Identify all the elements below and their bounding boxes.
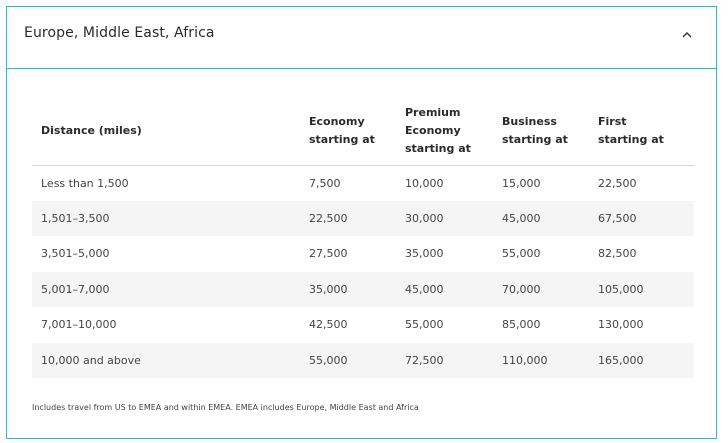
cell-economy: 22,500 <box>309 200 405 236</box>
cell-business: 70,000 <box>502 271 598 307</box>
award-chart-table: Distance (miles) Economy starting at Pre… <box>32 97 694 378</box>
cell-economy: 55,000 <box>309 342 405 378</box>
cell-business: 55,000 <box>502 247 541 261</box>
table-row: 1,501–3,500 22,500 30,000 45,000 67,500 <box>32 200 694 236</box>
header-line: Business <box>502 114 557 128</box>
cell-distance: 7,001–10,000 <box>41 318 117 332</box>
cell-first: 22,500 <box>598 176 637 190</box>
footnote: Includes travel from US to EMEA and with… <box>32 403 419 412</box>
chevron-up-icon[interactable] <box>682 29 692 39</box>
header-distance: Distance (miles) <box>32 97 309 166</box>
header-line: Distance (miles) <box>41 123 142 137</box>
region-accordion: Europe, Middle East, Africa Distance (mi… <box>6 6 717 439</box>
table-row: 10,000 and above 55,000 72,500 110,000 1… <box>32 342 694 378</box>
cell-business: 85,000 <box>502 318 541 332</box>
cell-distance: 10,000 and above <box>32 342 309 378</box>
table-header-row: Distance (miles) Economy starting at Pre… <box>32 97 694 166</box>
cell-premium-economy: 30,000 <box>405 200 502 236</box>
cell-economy: 42,500 <box>309 318 348 332</box>
cell-first: 67,500 <box>598 200 694 236</box>
cell-premium-economy: 10,000 <box>405 176 444 190</box>
header-line: Economy <box>405 123 461 137</box>
cell-first: 130,000 <box>598 318 644 332</box>
table-row: 5,001–7,000 35,000 45,000 70,000 105,000 <box>32 271 694 307</box>
cell-distance: Less than 1,500 <box>41 176 129 190</box>
accordion-title: Europe, Middle East, Africa <box>24 25 215 41</box>
header-line: Economy <box>309 114 365 128</box>
table-row: 3,501–5,000 27,500 35,000 55,000 82,500 <box>32 236 694 272</box>
cell-first: 165,000 <box>598 342 694 378</box>
cell-business: 15,000 <box>502 176 541 190</box>
cell-economy: 35,000 <box>309 271 405 307</box>
header-business: Business starting at <box>502 97 598 166</box>
header-line: starting at <box>405 141 471 155</box>
cell-distance: 1,501–3,500 <box>32 200 309 236</box>
header-line: starting at <box>598 132 664 146</box>
cell-first: 82,500 <box>598 247 637 261</box>
cell-premium-economy: 45,000 <box>405 271 502 307</box>
cell-distance: 5,001–7,000 <box>32 271 309 307</box>
header-first: First starting at <box>598 97 694 166</box>
table-row: 7,001–10,000 42,500 55,000 85,000 130,00… <box>32 307 694 343</box>
cell-premium-economy: 55,000 <box>405 318 444 332</box>
cell-premium-economy: 35,000 <box>405 247 444 261</box>
header-line: Premium <box>405 105 461 119</box>
header-premium-economy: Premium Economy starting at <box>405 97 502 166</box>
cell-premium-economy: 72,500 <box>405 342 502 378</box>
cell-first: 105,000 <box>598 271 694 307</box>
header-line: First <box>598 114 627 128</box>
cell-business: 110,000 <box>502 342 598 378</box>
cell-distance: 3,501–5,000 <box>41 247 110 261</box>
table-row: Less than 1,500 7,500 10,000 15,000 22,5… <box>32 165 694 201</box>
header-line: starting at <box>502 132 568 146</box>
header-line: starting at <box>309 132 375 146</box>
cell-business: 45,000 <box>502 200 598 236</box>
cell-economy: 7,500 <box>309 176 341 190</box>
header-economy: Economy starting at <box>309 97 405 166</box>
award-chart-table-wrapper: Distance (miles) Economy starting at Pre… <box>32 97 694 378</box>
accordion-header[interactable]: Europe, Middle East, Africa <box>7 7 716 69</box>
cell-economy: 27,500 <box>309 247 348 261</box>
